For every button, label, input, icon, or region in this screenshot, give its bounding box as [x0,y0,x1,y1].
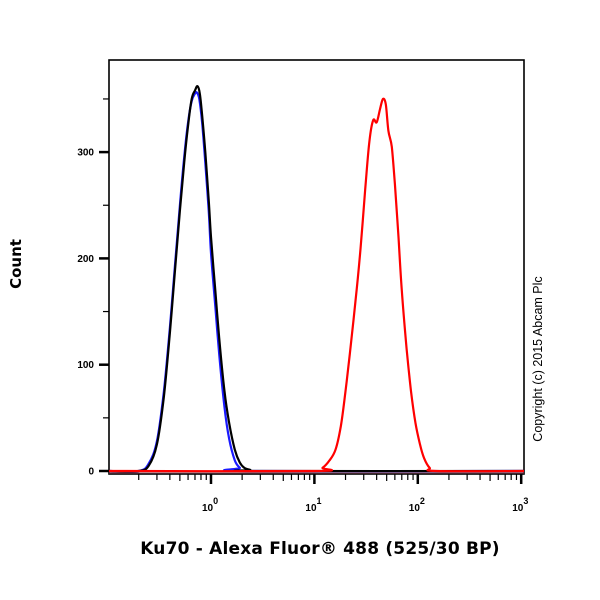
x-tick-label: 100 [202,496,218,514]
series-lines [108,85,525,473]
y-tick-label: 100 [77,360,94,371]
x-tick-label: 101 [305,496,321,514]
plot-frame [108,59,525,475]
plot-border [108,59,525,475]
y-axis-label: Count [7,239,25,289]
y-tick-label: 0 [88,467,94,478]
y-tick-label: 200 [77,254,94,265]
x-axis-label: Ku70 - Alexa Fluor® 488 (525/30 BP) [140,539,500,559]
x-tick-label: 102 [409,496,425,514]
red-histogram-line [108,97,525,473]
x-tick-label: 103 [512,496,528,514]
black-histogram-line [108,85,525,473]
blue-histogram-line [108,91,525,473]
x-axis: 100 101 102 103 [138,474,528,514]
y-axis: 0 100 200 300 [77,98,109,478]
copyright-notice: Copyright (c) 2015 Abcam Plc [531,276,545,442]
y-tick-label: 300 [77,148,94,159]
